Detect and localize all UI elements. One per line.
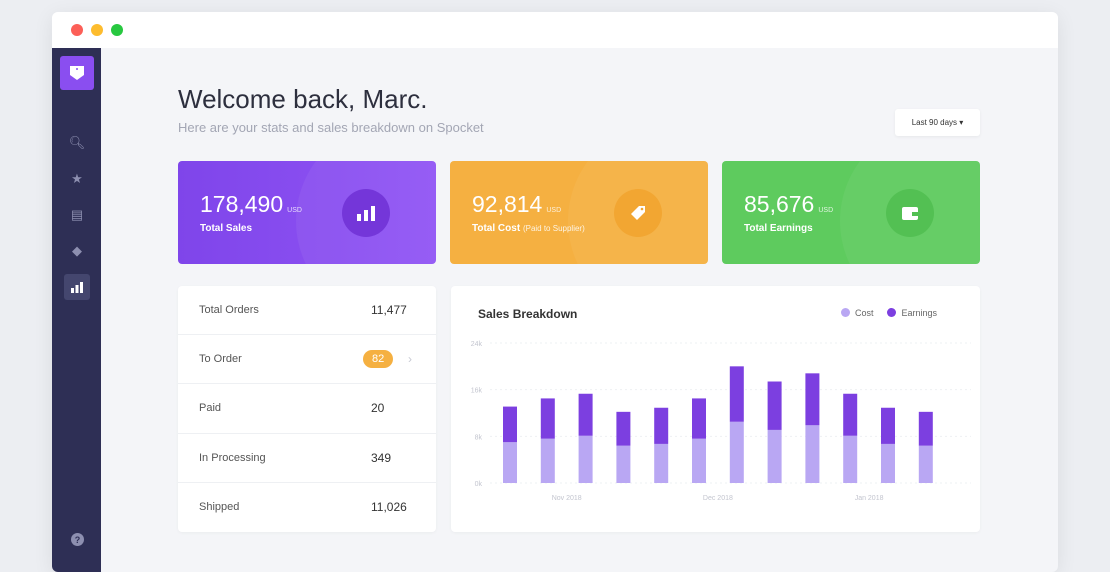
sidebar: 🔍︎ ★ ▤ ◆ ? — [52, 48, 101, 572]
bar-earnings — [843, 393, 858, 436]
star-icon[interactable]: ★ — [71, 171, 83, 186]
currency-unit: USD — [818, 207, 834, 214]
legend-label: Cost — [854, 308, 874, 318]
y-tick-label: 0k — [475, 481, 483, 488]
row-value: 11,026 — [371, 500, 407, 515]
orders-summary-panel: Total Orders 11,477 To Order 82 › Paid 20 In… — [178, 286, 436, 532]
bar-cost — [805, 425, 820, 483]
row-value: 11,477 — [371, 303, 407, 318]
sales-breakdown-panel: Sales Breakdown Cost Earnings 0k 8k 16k 24k… — [451, 286, 980, 532]
bar-earnings — [767, 381, 782, 430]
bar-earnings — [616, 411, 631, 446]
to-order-badge: 82 — [363, 350, 394, 369]
orders-row-processing[interactable]: In Processing 349 — [178, 434, 436, 483]
legend-label: Earnings — [901, 308, 937, 318]
x-tick-label: Dec 2018 — [703, 495, 733, 502]
chart-title: Sales Breakdown — [478, 307, 578, 321]
bar-cost — [881, 443, 895, 483]
x-tick-label: Nov 2018 — [552, 495, 582, 502]
y-tick-label: 16k — [471, 388, 483, 395]
bar-earnings — [654, 407, 669, 444]
total-sales-card: 178,490 USD Total Sales — [178, 161, 436, 264]
bar-earnings — [729, 366, 744, 422]
row-label: Paid — [199, 402, 222, 415]
sales-breakdown-chart: 0k 8k 16k 24k Nov 2018 Dec 2018 Jan 2018 — [471, 341, 971, 502]
bar-earnings — [805, 373, 820, 426]
bar-cost — [729, 421, 744, 483]
orders-row-paid[interactable]: Paid 20 — [178, 384, 436, 434]
bar-cost — [767, 429, 782, 483]
row-label: In Processing — [199, 451, 266, 464]
total-cost-label: Total Cost — [472, 223, 521, 234]
bar-earnings — [540, 398, 555, 439]
bar-earnings — [918, 411, 933, 446]
row-value: 20 — [371, 401, 385, 416]
total-earnings-value: 85,676 — [744, 191, 815, 217]
search-icon[interactable]: 🔍︎ — [68, 135, 86, 150]
bar-earnings — [692, 398, 706, 439]
date-range-select[interactable]: Last 90 days ▾ — [895, 109, 980, 136]
bar-cost — [616, 445, 631, 483]
currency-unit: USD — [546, 207, 562, 214]
minimize-window-button[interactable] — [91, 24, 103, 36]
spocket-logo[interactable] — [60, 56, 94, 90]
orders-row-total[interactable]: Total Orders 11,477 — [178, 286, 436, 336]
row-label: Shipped — [199, 501, 240, 514]
total-earnings-label: Total Earnings — [744, 223, 813, 234]
bar-cost — [918, 445, 933, 483]
total-earnings-card: 85,676 USD Total Earnings — [722, 161, 980, 264]
tag-icon[interactable]: ◆ — [72, 243, 82, 258]
bar-cost — [540, 438, 555, 483]
legend-cost: Cost — [840, 308, 874, 318]
maximize-window-button[interactable] — [111, 24, 123, 36]
wallet-icon — [886, 189, 934, 237]
total-cost-card: 92,814 USD Total Cost (Paid to Supplier) — [450, 161, 708, 264]
orders-row-shipped[interactable]: Shipped 11,026 — [178, 483, 436, 532]
y-tick-label: 24k — [471, 341, 483, 348]
total-cost-note: (Paid to Supplier) — [522, 224, 585, 233]
help-icon[interactable]: ? — [64, 526, 90, 552]
title-bar — [52, 12, 1058, 48]
bar-cost — [654, 443, 669, 483]
svg-text:?: ? — [74, 535, 80, 545]
bar-earnings — [578, 393, 593, 436]
chart-legend: Cost Earnings — [840, 308, 937, 318]
bar-cost — [843, 435, 858, 483]
legend-earnings: Earnings — [887, 308, 937, 318]
total-cost-value: 92,814 — [472, 191, 543, 217]
chart-icon[interactable] — [64, 274, 90, 300]
page-title: Welcome back, Marc. — [178, 84, 428, 114]
page-subtitle: Here are your stats and sales breakdown … — [178, 120, 484, 135]
total-sales-value: 178,490 — [200, 191, 284, 217]
chevron-right-icon: › — [408, 352, 412, 367]
row-label: To Order — [199, 353, 242, 366]
bar-cost — [692, 438, 706, 483]
close-window-button[interactable] — [71, 24, 83, 36]
catalog-icon[interactable]: ▤ — [70, 207, 84, 222]
total-sales-label: Total Sales — [200, 223, 253, 234]
date-range-value: Last 90 days — [911, 118, 958, 127]
y-tick-label: 8k — [475, 434, 483, 441]
orders-row-to-order[interactable]: To Order 82 › — [178, 335, 436, 385]
bar-cost — [578, 435, 593, 483]
bar-chart-icon — [342, 189, 390, 237]
bar-earnings — [503, 406, 517, 443]
currency-unit: USD — [287, 207, 302, 214]
row-value: 349 — [371, 450, 392, 465]
tag-icon — [614, 189, 662, 237]
row-label: Total Orders — [199, 304, 259, 317]
bar-earnings — [881, 407, 895, 444]
bar-cost — [503, 442, 517, 483]
x-tick-label: Jan 2018 — [855, 495, 884, 502]
